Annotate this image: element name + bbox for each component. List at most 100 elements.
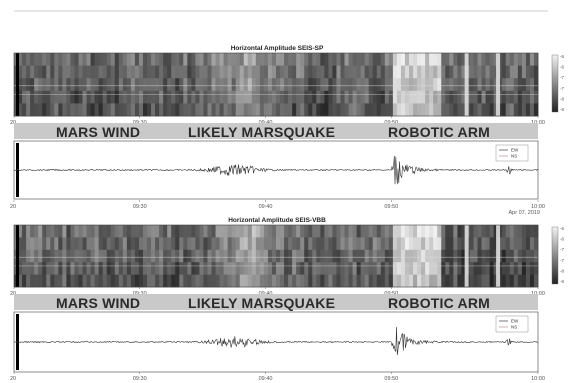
- spectrogram-cell: [134, 262, 140, 275]
- spectrogram-cell: [134, 78, 140, 92]
- spectrogram-cell: [259, 274, 265, 288]
- spectrogram-cell: [364, 225, 370, 238]
- spectrogram-cell: [404, 274, 410, 288]
- spectrogram-cell: [94, 274, 100, 288]
- spectrogram-cell: [231, 262, 237, 275]
- spectrogram-cell: [199, 90, 204, 104]
- spectrogram-cell: [437, 90, 442, 104]
- spectrogram-cell: [356, 90, 362, 104]
- spectrogram-cell: [66, 53, 71, 66]
- spectrogram-cell: [155, 90, 160, 104]
- spectrogram-cell: [239, 249, 245, 263]
- spectrogram-cell: [34, 262, 39, 275]
- spectrogram-cell: [453, 237, 458, 251]
- spectrogram-cell: [308, 249, 313, 263]
- spectrogram-cell: [445, 103, 450, 117]
- spectrogram-cell: [199, 78, 204, 92]
- spectrogram-cell: [271, 103, 277, 117]
- spectrogram-cell: [292, 103, 297, 117]
- spectrogram-cell: [255, 274, 261, 288]
- spectrogram-cell: [429, 78, 434, 92]
- spectrogram-cell: [167, 90, 172, 104]
- spectrogram-cell: [227, 103, 233, 117]
- spectrogram-cell: [396, 103, 402, 117]
- spectrogram-cell: [413, 53, 418, 66]
- label-likely-marsquake: LIKELY MARSQUAKE: [188, 124, 335, 140]
- spectrogram-cell: [509, 262, 515, 275]
- spectrogram-cell: [211, 225, 216, 238]
- spectrogram-cell: [392, 262, 398, 275]
- spectrogram-cell: [400, 78, 406, 92]
- spectrogram-cell: [477, 225, 482, 238]
- spectrogram-cell: [453, 90, 458, 104]
- spectrogram-cell: [372, 65, 378, 79]
- spectrogram-cell: [324, 262, 329, 275]
- spectrogram-cell: [86, 274, 91, 288]
- spectrogram-cell: [271, 249, 277, 263]
- colorbar-vbb: -6 -6 -7 -7 -8 -8: [551, 226, 564, 285]
- spectrogram-cell: [259, 225, 265, 238]
- spectrogram-cell: [22, 225, 27, 238]
- spectrogram-cell: [138, 65, 144, 79]
- spectrogram-cell: [453, 65, 458, 79]
- spectrogram-cell: [118, 249, 124, 263]
- spectrogram-cell: [280, 53, 285, 66]
- spectrogram-cell: [151, 90, 156, 104]
- spectrogram-cell: [134, 249, 140, 263]
- spectrogram-cell: [304, 274, 309, 288]
- spectrogram-cell: [247, 262, 253, 275]
- spectrogram-cell: [473, 78, 478, 92]
- spectrogram-cell: [529, 103, 535, 117]
- spectrogram-cell: [372, 78, 378, 92]
- spectrogram-cell: [90, 225, 96, 238]
- spectrogram-cell: [477, 103, 482, 117]
- spectrogram-cell: [130, 274, 136, 288]
- spectrogram-cell: [380, 249, 386, 263]
- spectrogram-cell: [114, 249, 120, 263]
- spectrogram-cell: [114, 90, 120, 104]
- spectrogram-cell: [485, 78, 491, 92]
- spectrogram-streak: [496, 53, 501, 116]
- spectrogram-cell: [300, 249, 305, 263]
- spectrogram-cell: [501, 274, 507, 288]
- spectrogram-cell: [336, 78, 341, 92]
- spectrogram-cell: [529, 90, 535, 104]
- spectrogram-cell: [284, 53, 289, 66]
- spectrogram-cell: [263, 90, 269, 104]
- spectrogram-cell: [280, 90, 285, 104]
- spectrogram-cell: [485, 65, 491, 79]
- spectrogram-cell: [332, 225, 337, 238]
- spectrogram-cell: [38, 90, 43, 104]
- spectrogram-cell: [211, 53, 216, 66]
- spectrogram-cell: [42, 237, 47, 251]
- spectrogram-cell: [255, 103, 261, 117]
- spectrogram-cell: [227, 53, 233, 66]
- spectrogram-cell: [425, 53, 430, 66]
- colorbar-tick-label: -7: [560, 247, 564, 252]
- spectrogram-cell: [300, 225, 305, 238]
- spectrogram-cell: [300, 237, 305, 251]
- spectrogram-cell: [171, 65, 176, 79]
- spectrogram-cell: [98, 262, 104, 275]
- spectrogram-cell: [501, 90, 507, 104]
- spectrogram-cell: [425, 65, 430, 79]
- spectrogram-cell: [364, 249, 370, 263]
- spectrogram-cell: [90, 65, 96, 79]
- spectrogram-cell: [340, 262, 345, 275]
- spectrogram-cell: [142, 65, 148, 79]
- spectrogram-cell: [348, 274, 353, 288]
- spectrogram-cell: [66, 103, 71, 117]
- spectrogram-cell: [372, 262, 378, 275]
- spectrogram-cell: [171, 225, 176, 238]
- colorbar-gradient: [551, 226, 559, 285]
- spectrogram-cell: [195, 65, 200, 79]
- spectrogram-cell: [308, 262, 313, 275]
- spectrogram-cell: [235, 262, 241, 275]
- spectrogram-cell: [271, 90, 277, 104]
- spectrogram-cell: [469, 53, 474, 66]
- spectrogram-cell: [223, 274, 229, 288]
- spectrogram-cell: [469, 65, 474, 79]
- spectrogram-cell: [151, 274, 156, 288]
- spectrogram-cell: [159, 103, 164, 117]
- spectrogram-cell: [324, 237, 329, 251]
